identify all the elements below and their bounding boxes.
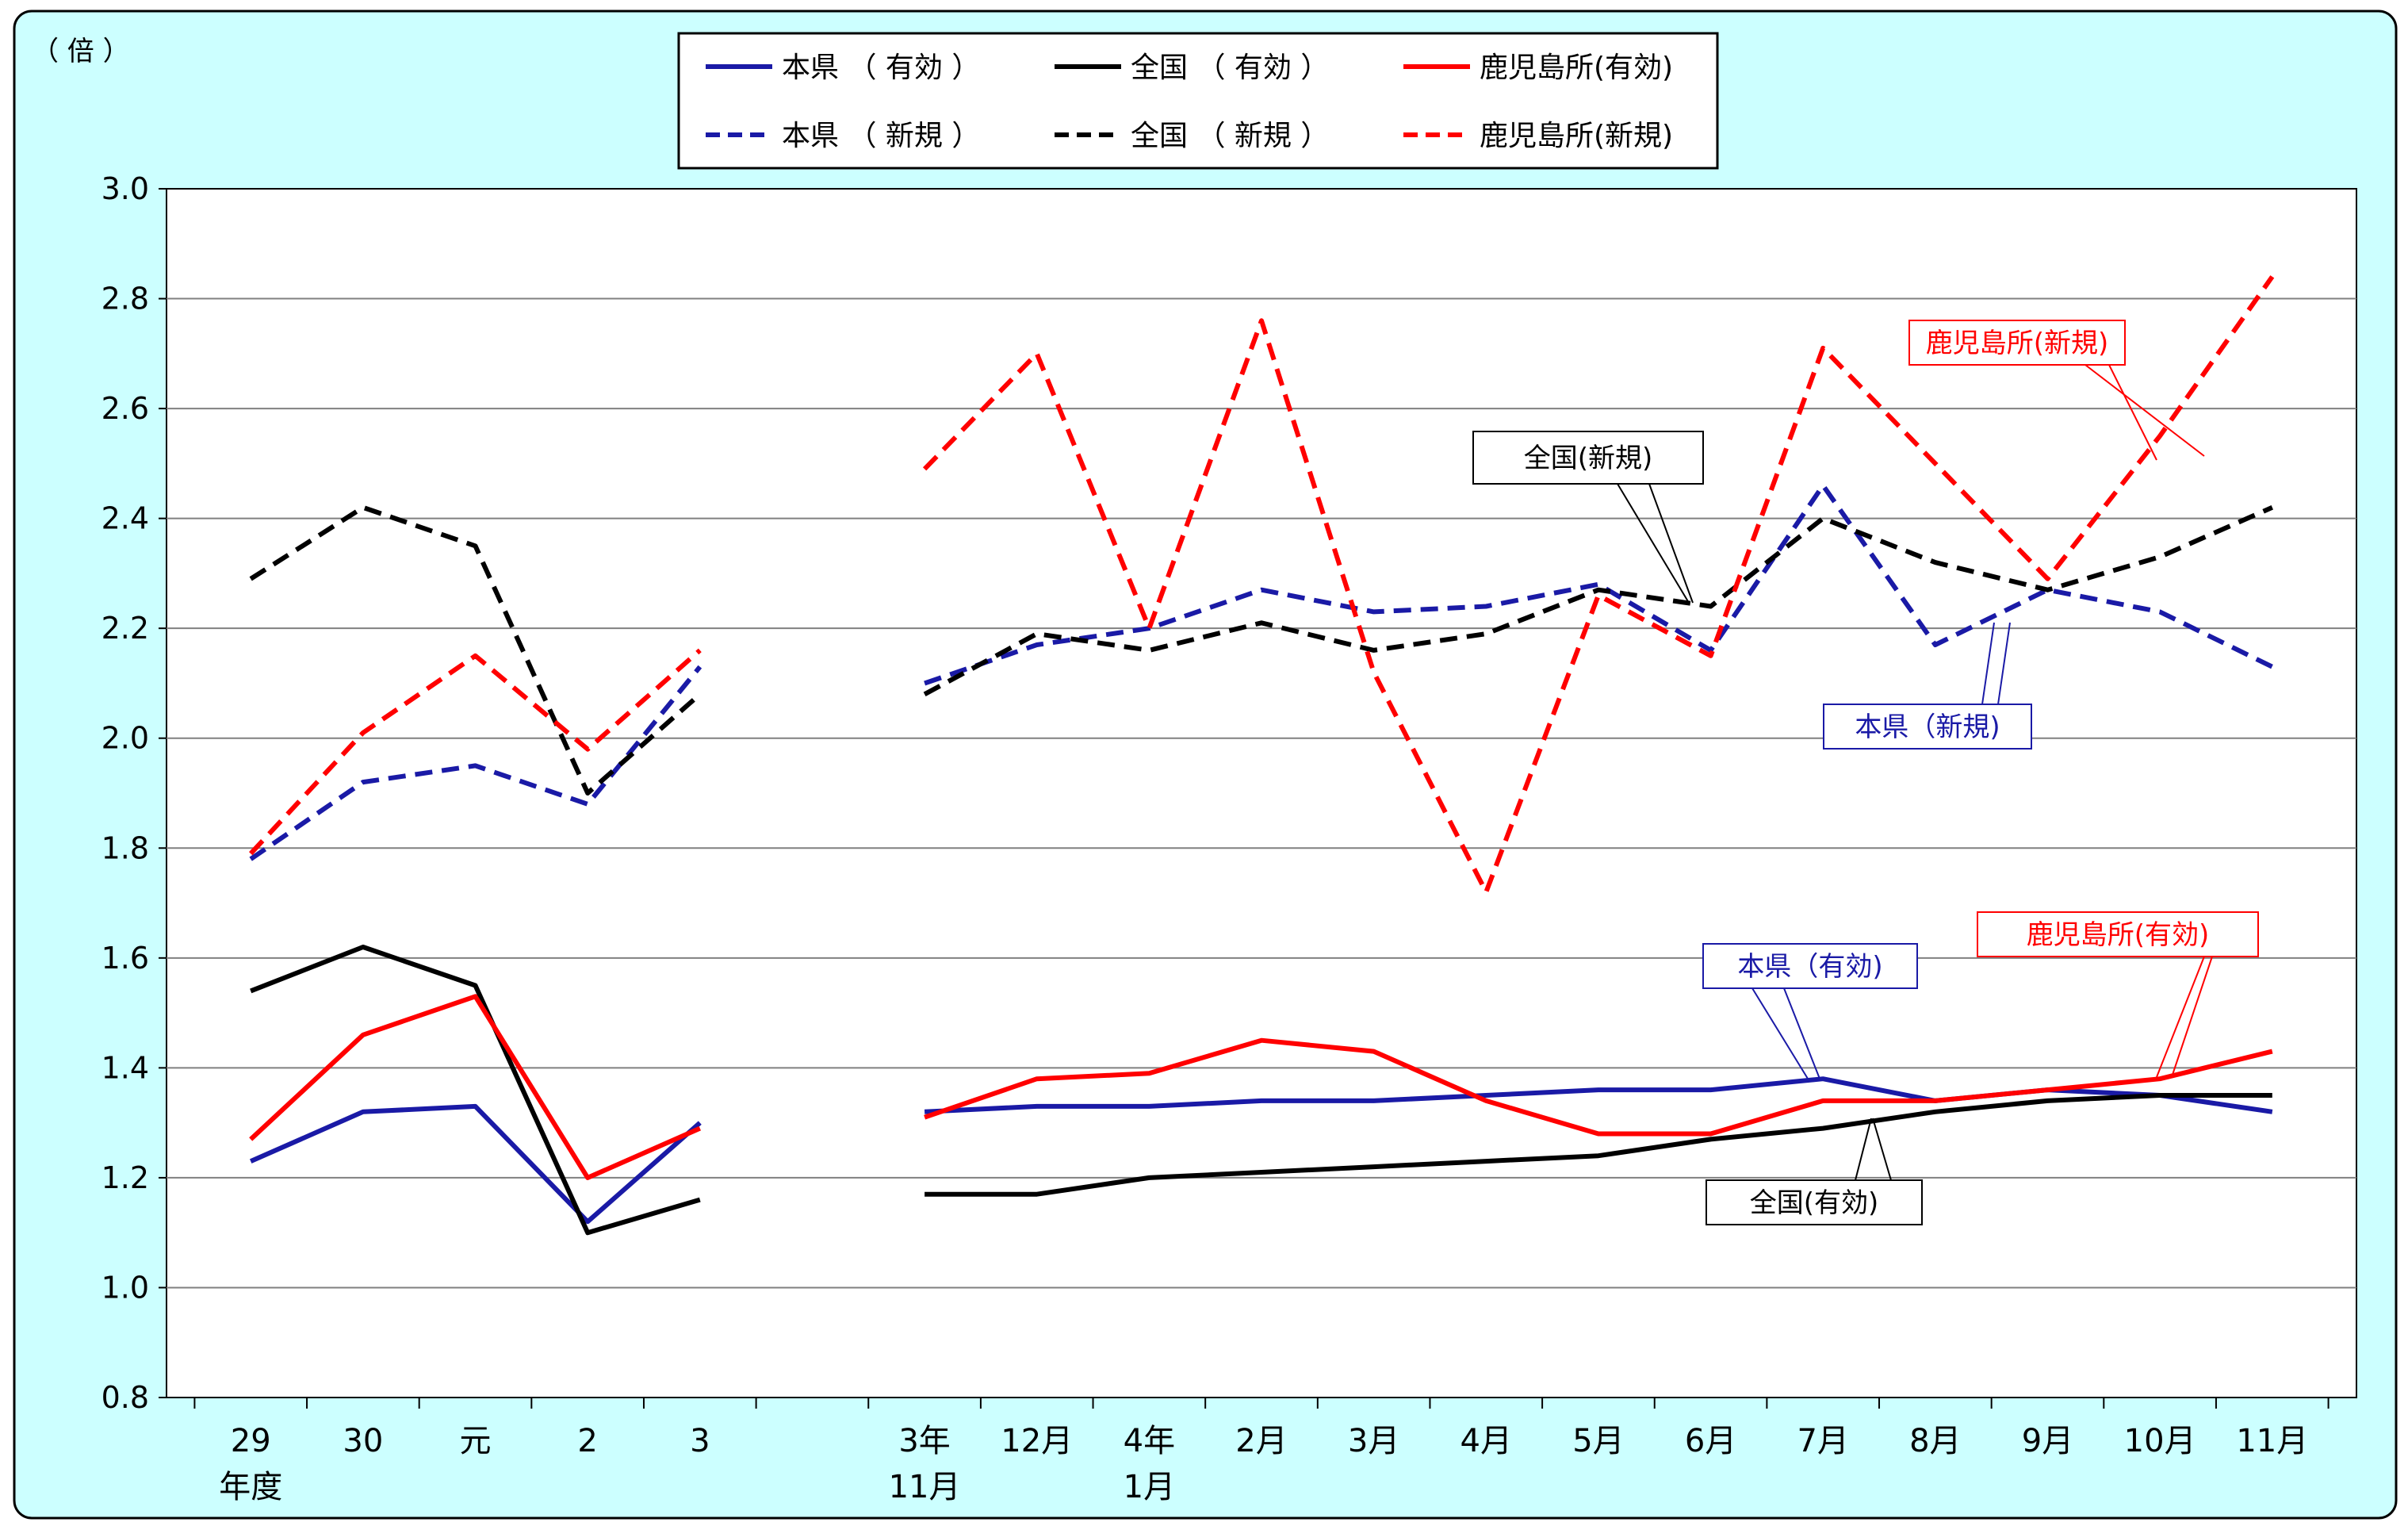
y-tick-label: 1.4	[101, 1050, 149, 1085]
annotation-leader	[1648, 483, 1694, 604]
x-tick-label: 6月	[1685, 1423, 1736, 1459]
annotation-leader	[2172, 956, 2213, 1075]
x-tick-label: 年度	[219, 1469, 282, 1505]
y-tick-label: 0.8	[101, 1380, 149, 1415]
x-tick-label: 10月	[2124, 1423, 2196, 1459]
y-tick-label: 2.0	[101, 721, 149, 756]
x-tick-label: 1月	[1124, 1469, 1175, 1505]
annotation-leader	[1855, 1118, 1872, 1181]
x-tick-label: 2月	[1235, 1423, 1287, 1459]
series-line	[249, 994, 2273, 1180]
legend: 本県 （ 有効 ） 全国 （ 有効 ） 鹿児島所(有効) 本県 （ 新規 ） 全国 （ …	[677, 32, 1719, 170]
annotation-leader	[1617, 483, 1690, 604]
axes: 0.8 1.0 1.2 1.4 1.6 1.8 2.0 2.2 2.4 2.6 2.8 3.0 29 年度…	[101, 171, 2330, 1505]
series-line	[249, 504, 2274, 796]
annotation-leaders	[1617, 364, 2213, 1181]
annotation-leader	[1783, 987, 1820, 1079]
x-tick-label: 3月	[1348, 1423, 1399, 1459]
x-tick-label: 4月	[1460, 1423, 1512, 1459]
legend-label: 全国 （ 有効 ）	[1131, 52, 1329, 84]
x-tick-label: 8月	[1909, 1423, 1961, 1459]
annotation-leader	[2108, 364, 2157, 461]
annotations: 鹿児島所(新規) 全国(新規) 本県（新規) 本県（有効) 鹿児島所(有効) 全国(有効)	[1472, 320, 2259, 1225]
x-tick-label: 2	[577, 1423, 597, 1459]
x-tick-label: 7月	[1797, 1423, 1848, 1459]
series-line	[250, 945, 2272, 1236]
y-tick-label: 1.6	[101, 941, 149, 976]
annotation-box	[1977, 911, 2259, 957]
annotation-box	[1702, 943, 1918, 989]
annotation-label: 鹿児島所(新規)	[1926, 328, 2109, 359]
annotation-leader	[2085, 364, 2205, 457]
x-tick-label: 9月	[2022, 1423, 2073, 1459]
y-tick-label: 3.0	[101, 171, 149, 206]
legend-label: 本県 （ 新規 ）	[782, 120, 980, 152]
x-tick-label: 11月	[2236, 1423, 2308, 1459]
series-line	[249, 483, 2274, 861]
annotation-leader	[1997, 622, 2011, 705]
annotation-box	[1823, 704, 2032, 750]
y-tick-label: 2.2	[101, 611, 149, 646]
legend-label: 本県 （ 有効 ）	[782, 52, 980, 84]
y-tick-label: 1.0	[101, 1270, 149, 1305]
annotation-box	[1706, 1179, 1923, 1225]
y-tick-label: 2.4	[101, 501, 149, 536]
x-tick-label: 11月	[889, 1469, 961, 1505]
annotation-label: 鹿児島所(有効)	[2027, 919, 2210, 951]
annotation-leader	[1981, 622, 1995, 705]
y-tick-label: 2.6	[101, 391, 149, 426]
annotation-label: 全国(有効)	[1750, 1187, 1879, 1219]
annotation-box	[1908, 320, 2126, 366]
legend-label: 全国 （ 新規 ）	[1131, 120, 1329, 152]
annotation-label: 本県（有効)	[1737, 951, 1882, 983]
x-tick-label: 5月	[1572, 1423, 1624, 1459]
y-axis-unit-label: （ 倍 ）	[32, 36, 130, 67]
x-tick-label: 30	[343, 1423, 383, 1459]
annotation-label: 本県（新規)	[1855, 711, 2000, 743]
x-tick-label: 4年	[1124, 1423, 1175, 1459]
legend-label: 鹿児島所(新規)	[1480, 120, 1673, 152]
series-line	[249, 275, 2275, 895]
x-tick-label: 12月	[1001, 1423, 1073, 1459]
y-tick-label: 1.8	[101, 830, 149, 865]
x-tick-label: 元	[460, 1423, 492, 1459]
x-tick-label: 29	[231, 1423, 271, 1459]
annotation-leader	[1872, 1118, 1892, 1181]
annotation-box	[1472, 431, 1704, 485]
legend-label: 鹿児島所(有効)	[1480, 52, 1673, 84]
x-tick-label: 3年	[898, 1423, 950, 1459]
annotation-leader	[1751, 987, 1809, 1079]
annotation-leader	[2156, 956, 2205, 1078]
annotation-label: 全国(新規)	[1524, 443, 1653, 474]
y-tick-label: 1.2	[101, 1160, 149, 1195]
x-tick-label: 3	[690, 1423, 710, 1459]
legend-box	[677, 32, 1719, 170]
y-tick-label: 2.8	[101, 282, 149, 316]
series-lines	[249, 275, 2275, 1236]
plot-area	[166, 188, 2357, 1398]
